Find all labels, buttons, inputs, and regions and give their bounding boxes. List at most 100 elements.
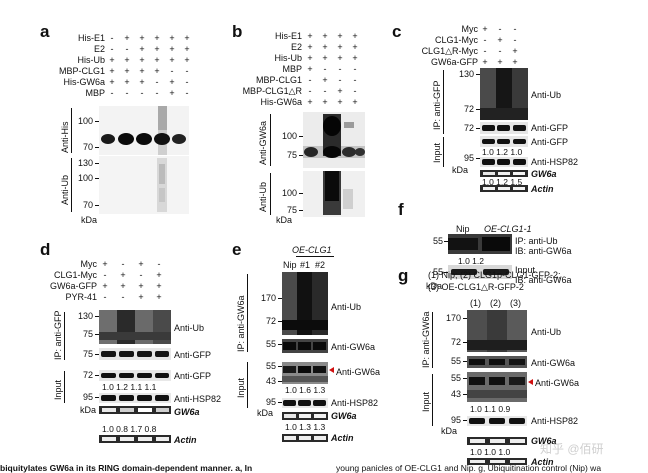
panel-c-condition-symbol: - xyxy=(513,35,517,45)
panel-e-label-ub: Anti-Ub xyxy=(331,302,362,312)
panel-a-condition-symbol: - xyxy=(185,77,189,87)
panel-d-label-gene: GW6a xyxy=(174,407,200,417)
panel-c-mw-tick xyxy=(476,109,480,110)
panel-d-mw-label: 75 xyxy=(82,329,93,339)
panel-a-anti-ub-bar xyxy=(71,158,72,212)
panel-b-condition-symbol: + xyxy=(307,53,313,63)
panel-g-lane-3: (3) xyxy=(510,298,521,308)
panel-c-condition-symbol: - xyxy=(483,35,487,45)
panel-a-condition-symbol: - xyxy=(110,88,114,98)
panel-d-label-hsp82: Anti-HSP82 xyxy=(174,394,222,404)
panel-a-condition-symbol: + xyxy=(139,66,145,76)
panel-b-condition-label: MBP-CLG1 xyxy=(255,75,302,85)
panel-g-kda: kDa xyxy=(441,426,458,436)
panel-c-label-gfp-ip: Anti-GFP xyxy=(531,123,569,133)
panel-e-ip-gw6a-blot xyxy=(282,339,328,353)
panel-a-condition-symbol: + xyxy=(169,77,175,87)
panel-b-condition-symbol: + xyxy=(307,64,313,74)
panel-g-legend-2: (3) OE-CLG1△R-GFP-2 xyxy=(428,282,524,292)
panel-b-mw-label: 100 xyxy=(281,188,297,198)
panel-c-condition-symbol: + xyxy=(497,57,503,67)
panel-g-mw-tick xyxy=(463,342,467,343)
panel-a-condition-symbol: - xyxy=(185,66,189,76)
panel-a-condition-symbol: - xyxy=(170,66,174,76)
panel-b-condition-symbol: + xyxy=(322,42,328,52)
panel-b-condition-symbol: - xyxy=(323,86,327,96)
panel-e-header-line xyxy=(296,256,334,257)
panel-e-label-gw6a-ip: Anti-GW6a xyxy=(331,342,376,352)
panel-a-condition-label: MBP xyxy=(85,88,105,98)
panel-d-condition-label: Myc xyxy=(80,259,98,269)
panel-g-input-bar xyxy=(432,374,433,426)
panel-e-anti-ub-blot xyxy=(282,272,328,335)
panel-b-mw-tick xyxy=(299,210,303,211)
panel-g-red-arrow xyxy=(528,379,533,385)
panel-a-condition-symbol: + xyxy=(124,33,130,43)
panel-d-condition-symbol: + xyxy=(102,281,108,291)
panel-f-label-ip-b: IB: anti-GW6a xyxy=(515,246,572,256)
caption-right: young panicles of OE-CLG1 and Nip. g, Ub… xyxy=(336,463,602,473)
panel-d-condition-symbol: + xyxy=(156,292,162,302)
panel-d-condition-symbol: - xyxy=(157,259,161,269)
panel-f-quant: 1.0 1.2 xyxy=(458,256,484,266)
panel-d-mw-tick xyxy=(95,334,99,335)
panel-b-condition-symbol: + xyxy=(322,97,328,107)
caption-left: biquitylates GW6a in its RING domain-dep… xyxy=(0,463,253,473)
panel-d-mw-label: 75 xyxy=(82,349,93,359)
panel-e-mw-label: 55 xyxy=(265,361,276,371)
panel-d-condition-label: GW6a-GFP xyxy=(49,281,97,291)
panel-e-mw-tick xyxy=(278,402,282,403)
panel-b-anti-ub-blot xyxy=(303,171,365,217)
panel-d-mw-tick xyxy=(95,375,99,376)
panel-b-anti-ub-bar xyxy=(270,173,271,215)
panel-e-mw-label: 72 xyxy=(265,316,276,326)
panel-d-condition-symbol: + xyxy=(120,281,126,291)
panel-a-condition-symbol: + xyxy=(139,44,145,54)
panel-d-label-gfp-input: Anti-GFP xyxy=(174,371,212,381)
panel-d-condition-symbol: - xyxy=(121,292,125,302)
panel-a-condition-symbol: + xyxy=(184,55,190,65)
panel-g-quant: 1.0 1.1 0.9 xyxy=(470,404,511,414)
panel-c-condition-symbol: - xyxy=(483,46,487,56)
panel-b-condition-symbol: + xyxy=(307,31,313,41)
panel-d-condition-symbol: + xyxy=(156,270,162,280)
panel-a-anti-his-bar xyxy=(71,108,72,153)
panel-d-ip-gfp-blot xyxy=(99,348,171,360)
panel-d-quant: 1.0 1.2 1.1 1.1 xyxy=(102,382,157,392)
panel-a-condition-symbol: + xyxy=(154,33,160,43)
panel-a-condition-symbol: - xyxy=(155,88,159,98)
panel-e-mw-tick xyxy=(278,366,282,367)
panel-f-mw-input: 55 xyxy=(432,267,443,277)
panel-e-mw-tick xyxy=(278,381,282,382)
panel-b-condition-symbol: - xyxy=(308,75,312,85)
panel-c-mw-label: 95 xyxy=(463,153,474,163)
panel-c-condition-symbol: - xyxy=(498,24,502,34)
panel-e-mw-label: 55 xyxy=(265,339,276,349)
panel-c-kda: kDa xyxy=(452,165,469,175)
panel-g-mw-tick xyxy=(463,361,467,362)
panel-b-condition-symbol: - xyxy=(353,64,357,74)
panel-d-condition-symbol: + xyxy=(138,281,144,291)
panel-a-kda: kDa xyxy=(81,215,98,225)
panel-c-mw-tick xyxy=(476,128,480,129)
panel-a-condition-symbol: + xyxy=(154,66,160,76)
panel-c-hsp82-blot xyxy=(480,157,528,167)
panel-g-actin-gel xyxy=(467,458,527,465)
panel-c-condition-symbol: - xyxy=(513,24,517,34)
panel-a-condition-symbol: - xyxy=(110,44,114,54)
panel-b-condition-symbol: + xyxy=(337,42,343,52)
panel-g-mw-tick xyxy=(463,394,467,395)
panel-c-input-gfp-blot xyxy=(480,136,528,147)
panel-a-condition-symbol: - xyxy=(185,88,189,98)
panel-f-label-ip-a: IP: anti-Ub xyxy=(515,236,558,246)
watermark: 知乎 @佰研 xyxy=(540,442,604,456)
panel-a-mw-tick xyxy=(95,147,99,148)
panel-a-condition-symbol: - xyxy=(155,77,159,87)
panel-c-input-label: Input xyxy=(432,142,442,163)
panel-g-ip-gw6a-blot xyxy=(467,356,527,368)
panel-g-mw-label: 95 xyxy=(450,415,461,425)
panel-f-label-input-a: Input xyxy=(515,265,536,275)
panel-g-mw-label: 72 xyxy=(450,337,461,347)
panel-e-input-gw6a-blot xyxy=(282,362,328,384)
panel-d-condition-symbol: - xyxy=(139,270,143,280)
